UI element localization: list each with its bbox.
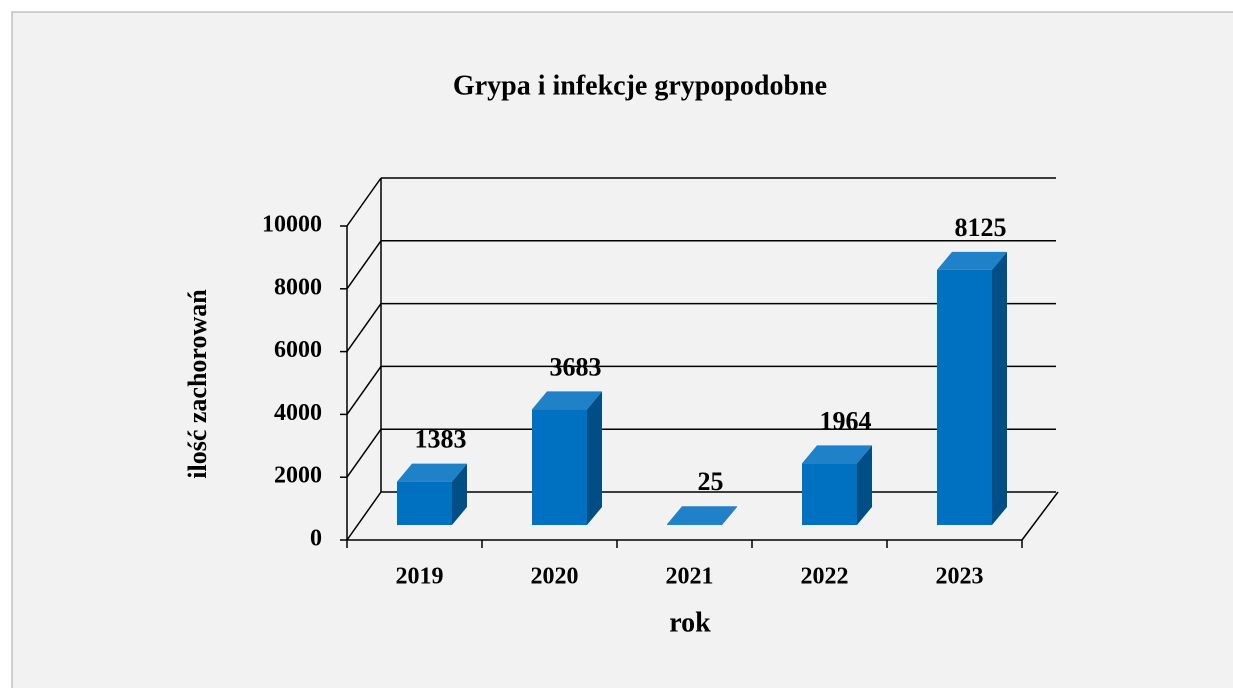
value-label: 1383 — [415, 425, 467, 454]
value-label: 8125 — [955, 213, 1007, 242]
x-tick-label: 2023 — [936, 564, 984, 590]
y-tick-label: 8000 — [274, 274, 322, 300]
x-tick-label: 2022 — [801, 564, 849, 590]
wall-line — [346, 365, 382, 415]
y-tick-label: 0 — [310, 526, 322, 552]
x-axis-title: rok — [669, 607, 711, 638]
bar-side — [452, 463, 467, 525]
y-tick-label: 2000 — [274, 463, 322, 489]
chart-title: Grypa i infekcje grypopodobne — [453, 70, 827, 101]
bar — [667, 506, 737, 525]
wall-line — [346, 428, 382, 478]
bar-side — [992, 251, 1007, 525]
y-axis-title: ilość zachorowań — [183, 289, 212, 479]
value-label: 25 — [698, 467, 724, 496]
x-tick-label: 2020 — [531, 564, 579, 590]
y-tick-label: 6000 — [274, 337, 322, 363]
bar — [937, 251, 1007, 525]
wall-line — [346, 240, 382, 290]
bar-front — [397, 481, 452, 525]
bar-front — [802, 463, 857, 525]
bar-side — [857, 445, 872, 525]
bar-side — [722, 506, 737, 525]
bar-top — [802, 445, 872, 464]
bar-top — [937, 251, 1007, 270]
y-tick-label: 10000 — [262, 212, 322, 238]
bar-side — [587, 391, 602, 525]
y-tick-label: 4000 — [274, 400, 322, 426]
value-label: 3683 — [550, 352, 602, 381]
bar-front — [937, 269, 992, 525]
bar — [397, 463, 467, 525]
bar-top — [397, 463, 467, 482]
value-label: 1964 — [820, 406, 872, 435]
x-tick-label: 2019 — [396, 564, 444, 590]
chart-area — [11, 11, 1233, 688]
bar-front — [667, 524, 722, 525]
floor-side — [1021, 491, 1059, 541]
wall-line — [346, 491, 382, 541]
wall-line — [346, 177, 382, 227]
bar — [532, 391, 602, 525]
bar-top — [667, 506, 737, 525]
x-tick-label: 2021 — [666, 564, 714, 590]
bar-front — [532, 409, 587, 525]
bar — [802, 445, 872, 525]
bar-top — [532, 391, 602, 410]
wall-line — [346, 303, 382, 353]
